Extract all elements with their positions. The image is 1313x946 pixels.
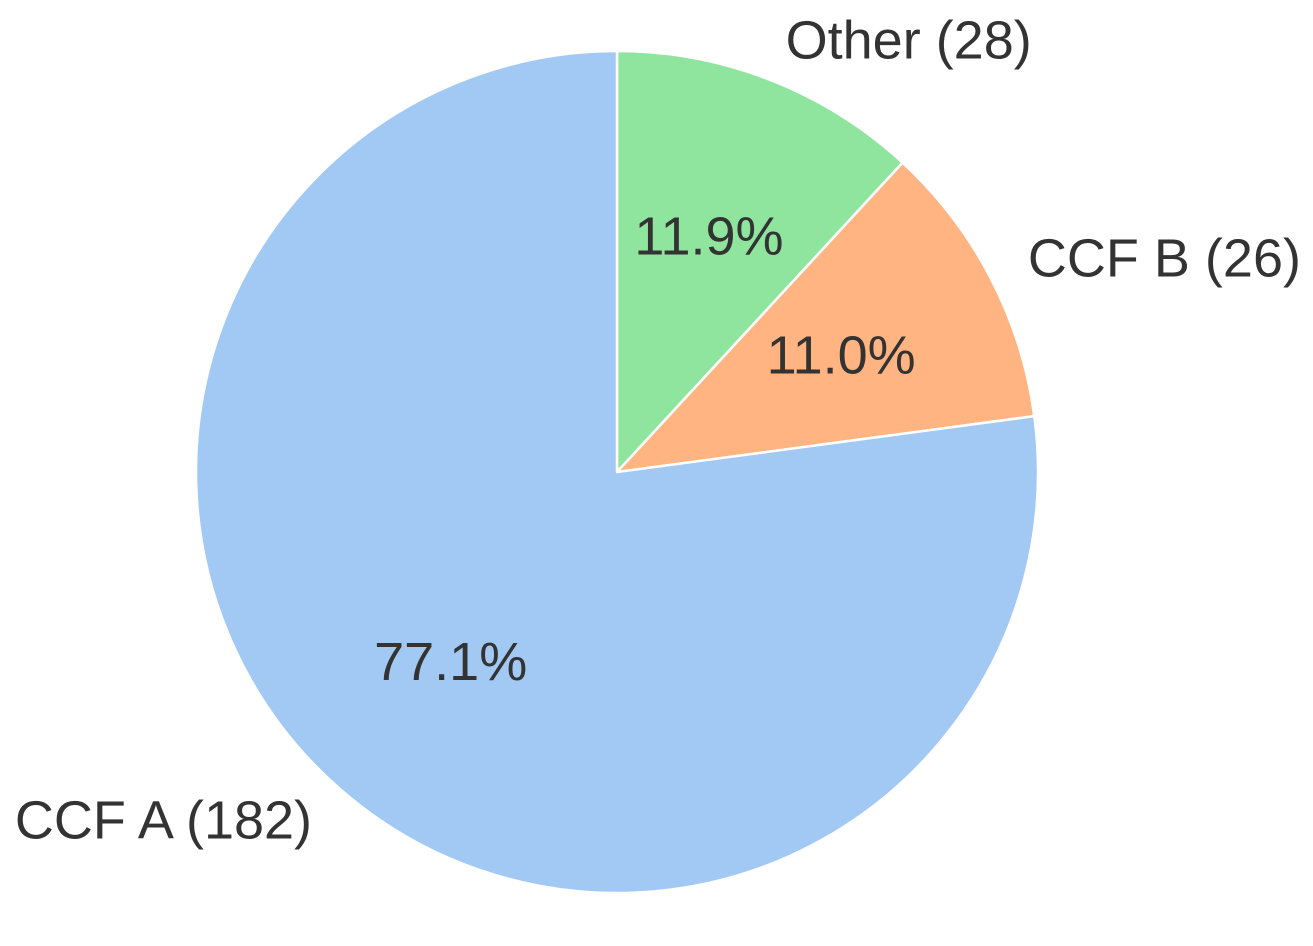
slice-label: CCF B (26) bbox=[1028, 228, 1301, 288]
pie-slice-other bbox=[615, 49, 904, 474]
slice-label: Other (28) bbox=[786, 11, 1032, 71]
slice-percent-label: 11.9% bbox=[634, 207, 783, 267]
pie-slice-ccf-a bbox=[194, 49, 1040, 895]
slice-percent-label: 11.0% bbox=[767, 326, 916, 386]
slice-percent-label: 77.1% bbox=[374, 632, 527, 692]
slice-label: CCF A (182) bbox=[15, 791, 312, 851]
pie-slice-ccf-b bbox=[615, 161, 1036, 474]
